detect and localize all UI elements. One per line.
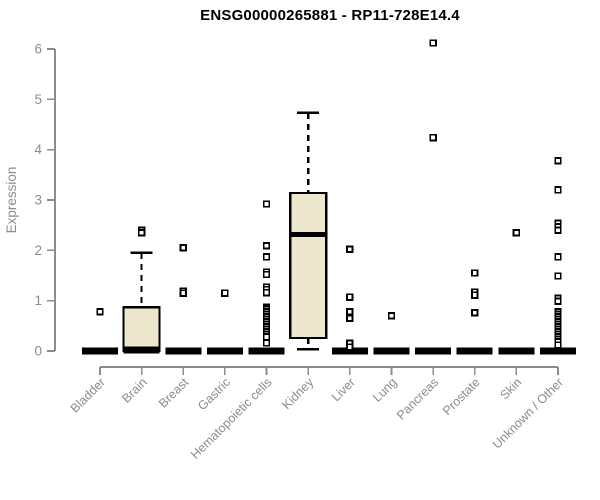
collapsed-box — [415, 347, 452, 355]
box — [289, 191, 328, 340]
collapsed-box — [331, 347, 368, 355]
median-line — [290, 232, 327, 238]
x-tick-label: Pancreas — [394, 375, 441, 422]
outlier-point — [262, 288, 271, 297]
outlier-point — [179, 244, 187, 252]
collapsed-box — [540, 347, 576, 355]
outlier-point — [96, 308, 104, 316]
outlier-point — [471, 291, 479, 299]
outlier-point — [262, 253, 271, 261]
outlier-point — [554, 341, 562, 349]
outlier-point — [262, 270, 271, 279]
outlier-point — [471, 309, 479, 317]
x-tick-label: Kidney — [279, 375, 316, 412]
outlier-point — [554, 226, 562, 234]
y-tick-label: 4 — [34, 142, 42, 157]
outlier-point — [554, 186, 562, 194]
outlier-point — [429, 133, 437, 142]
outlier-point — [429, 39, 437, 47]
outlier-point — [179, 289, 187, 297]
box — [122, 306, 161, 353]
x-tick-label: Hematopoietic cells — [188, 375, 275, 462]
x-tick-label: Unknown / Other — [490, 375, 566, 451]
collapsed-box — [373, 347, 410, 355]
outlier-point — [554, 272, 562, 280]
outlier-point — [346, 308, 354, 316]
outlier-point — [262, 339, 271, 347]
y-tick-label: 1 — [34, 293, 42, 308]
outlier-point — [262, 242, 271, 250]
outlier-point — [471, 269, 479, 277]
outlier-point — [512, 229, 521, 237]
outlier-point — [221, 289, 229, 297]
outlier-point — [554, 157, 562, 165]
x-tick-label: Brain — [119, 375, 150, 406]
collapsed-box — [82, 347, 118, 355]
outlier-point — [346, 245, 354, 254]
y-tick-label: 5 — [34, 92, 42, 107]
x-tick-label: Bladder — [68, 375, 108, 415]
outlier-point — [262, 333, 271, 341]
y-tick-label: 2 — [34, 243, 42, 258]
collapsed-box — [498, 347, 535, 355]
y-axis-title: Expression — [4, 167, 19, 234]
y-tick-label: 0 — [34, 344, 42, 359]
collapsed-box — [248, 347, 285, 355]
outlier-point — [346, 293, 354, 301]
outlier-point — [346, 343, 354, 351]
x-tick-label: Skin — [497, 375, 524, 402]
outlier-point — [346, 314, 354, 322]
outlier-point — [262, 200, 271, 208]
outlier-point — [554, 297, 562, 305]
outlier-point — [137, 229, 146, 237]
collapsed-box — [165, 347, 202, 355]
box-marks — [82, 39, 576, 355]
x-tick-label: Prostate — [440, 375, 483, 418]
collapsed-box — [456, 347, 493, 355]
x-tick-label: Gastric — [195, 375, 233, 413]
collapsed-box — [206, 347, 243, 355]
outlier-point — [554, 253, 562, 261]
y-tick-label: 6 — [34, 42, 42, 57]
x-tick-label: Breast — [156, 375, 192, 411]
median-line — [123, 346, 160, 354]
x-tick-label: Lung — [370, 375, 400, 405]
outlier-point — [387, 312, 396, 320]
x-tick-label: Liver — [329, 375, 358, 404]
y-tick-label: 3 — [34, 193, 42, 208]
chart-title: ENSG00000265881 - RP11-728E14.4 — [200, 7, 460, 24]
